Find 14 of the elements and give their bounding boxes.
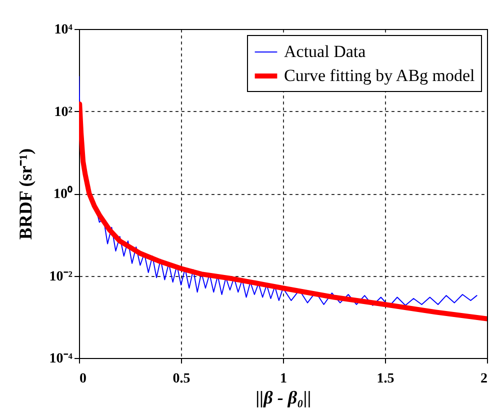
y-tick-label: 10⁰ [54,185,72,202]
legend-label: Actual Data [284,42,366,61]
y-axis-title: BRDF (sr⁻¹) [15,148,36,240]
y-tick-label: 10² [54,104,72,120]
y-tick-label: 10⁻⁴ [49,352,74,366]
y-tick-label: 10⁴ [54,22,74,38]
x-tick-label: 2 [480,372,488,386]
x-axis-title: ||β - β₀|| [256,388,312,408]
x-tick-label: 1 [280,372,287,386]
y-tick-label: 10⁻² [49,269,72,284]
x-tick-label: 1.5 [376,372,394,386]
x-tick-label: 0.5 [172,372,190,386]
legend-label: Curve fitting by ABg model [284,66,476,85]
x-tick-label: 0 [80,372,86,386]
